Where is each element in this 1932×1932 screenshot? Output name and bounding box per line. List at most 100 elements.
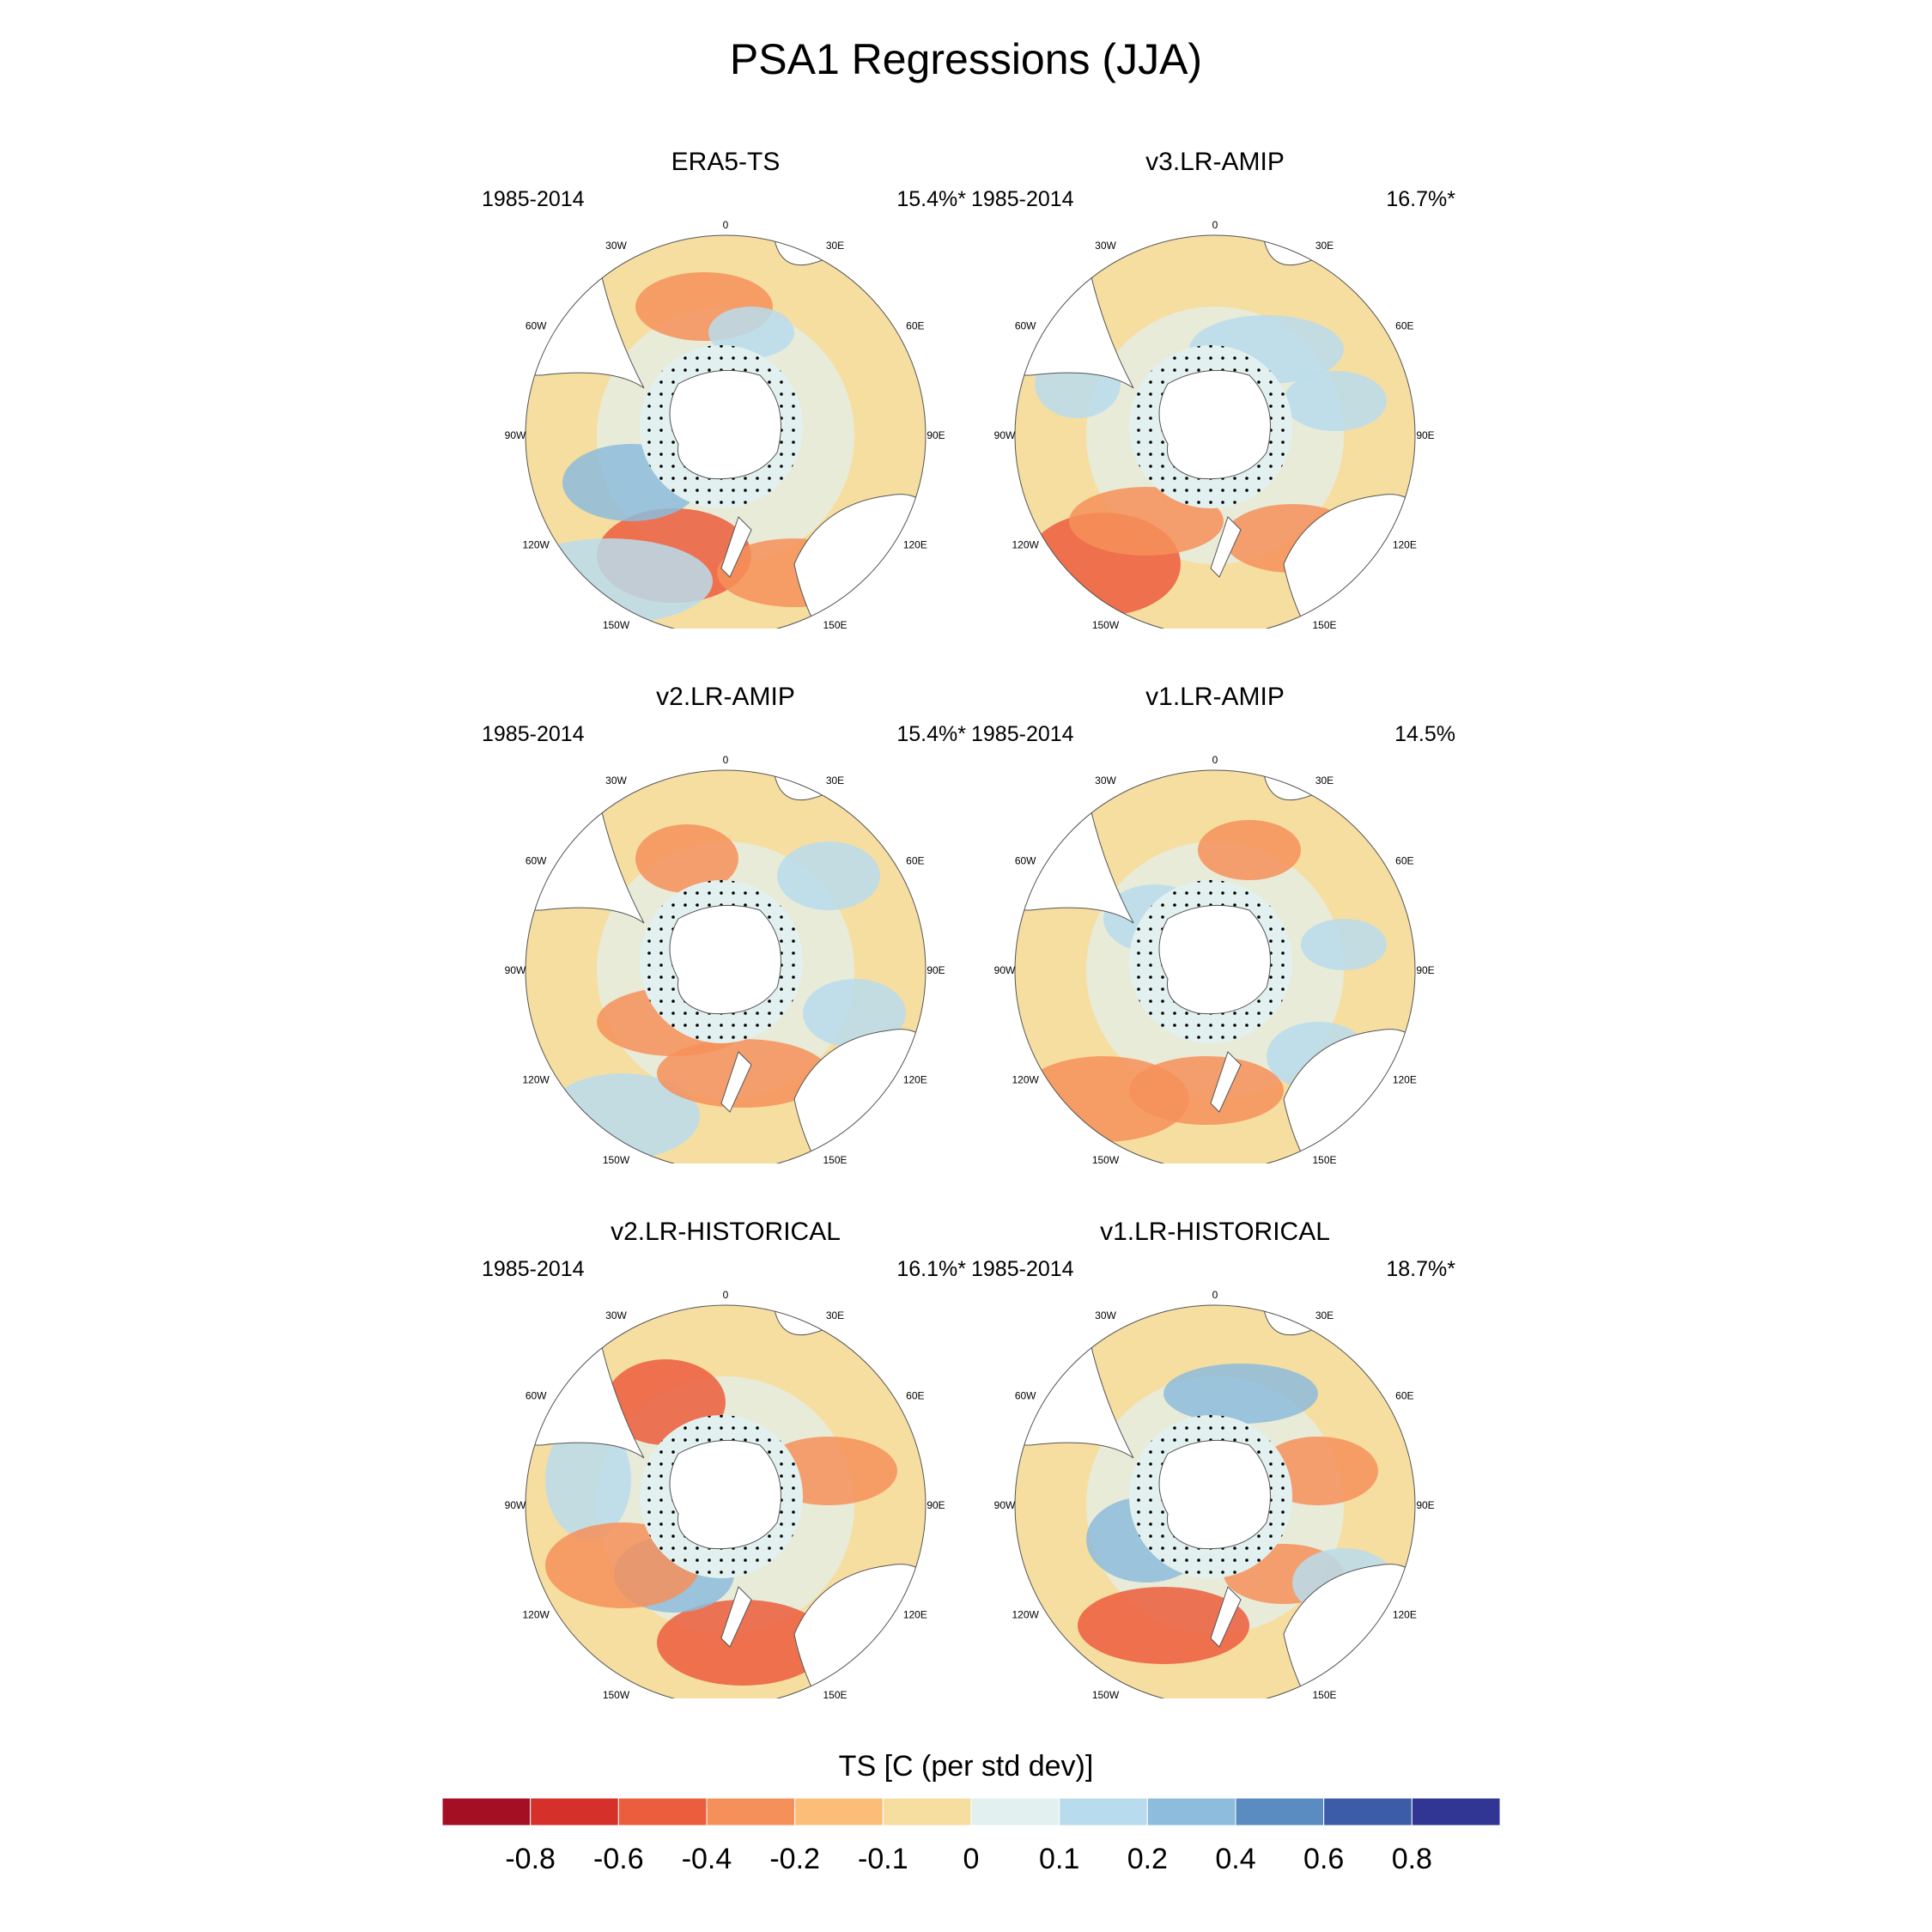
panel-title: ERA5-TS <box>671 148 781 176</box>
new-zealand-landmass <box>1210 516 1242 578</box>
antarctica-landmass <box>669 904 781 1015</box>
map-border <box>1014 1304 1416 1698</box>
longitude-label: 120E <box>1393 1609 1417 1621</box>
panel-period: 1985-2014 <box>971 1257 1074 1281</box>
map-border <box>525 1304 927 1698</box>
colorbar-tick-label: 0.2 <box>1127 1843 1168 1875</box>
colorbar-segment <box>882 1797 972 1826</box>
antarctica-landmass <box>1158 1439 1271 1550</box>
colorbar-tick-label: 0.4 <box>1215 1843 1255 1875</box>
colorbar-segment <box>794 1797 884 1826</box>
panel-title: v2.LR-AMIP <box>656 683 795 711</box>
anomaly-region <box>635 824 738 893</box>
anomaly-region <box>526 538 713 624</box>
anomaly-region <box>1163 1364 1318 1424</box>
longitude-label: 90E <box>1416 1499 1434 1511</box>
polar-map: 030E60E90E120E150E180150W120W90W60W30W <box>994 219 1435 629</box>
new-zealand-landmass <box>720 1586 752 1648</box>
colorbar-segment <box>530 1797 619 1826</box>
panel-period: 1985-2014 <box>971 722 1074 746</box>
longitude-label: 0 <box>723 1289 729 1301</box>
longitude-label: 60W <box>526 1390 547 1402</box>
longitude-label: 30W <box>605 1309 627 1321</box>
longitude-label: 90E <box>927 964 945 976</box>
longitude-label: 150E <box>1312 1154 1336 1163</box>
colorbar-segment <box>706 1797 796 1826</box>
colorbar-tick-label: 0.6 <box>1303 1843 1344 1875</box>
new-zealand-landmass <box>1210 1051 1242 1113</box>
panel-v2-lr-historical: v2.LR-HISTORICAL 1985-2014 16.1%* 0 30E 60… <box>451 1218 1000 1698</box>
panel-period: 1985-2014 <box>482 1257 585 1281</box>
colorbar-tick-label: 0.8 <box>1392 1843 1432 1875</box>
colorbar-tick-label: -0.2 <box>769 1843 820 1875</box>
panel-variance-pct: 15.4%* <box>896 187 966 211</box>
panel-period: 1985-2014 <box>482 722 585 746</box>
map-border <box>525 234 927 629</box>
longitude-label: 60E <box>1395 1390 1413 1402</box>
longitude-label: 60W <box>1015 1390 1036 1402</box>
longitude-label: 120E <box>903 539 927 551</box>
longitude-label: 150W <box>603 1154 630 1163</box>
longitude-label: 30E <box>826 775 844 787</box>
panel-title: v2.LR-HISTORICAL <box>611 1218 841 1246</box>
colorbar-segment <box>1323 1797 1413 1826</box>
panel-variance-pct: 18.7%* <box>1386 1257 1455 1281</box>
polar-map: 030E60E90E120E150E180150W120W90W60W30W <box>994 1289 1435 1698</box>
anomaly-region <box>803 979 906 1048</box>
longitude-label: 60E <box>906 1390 924 1402</box>
anomaly-region <box>1198 820 1301 880</box>
antarctica-landmass <box>669 1439 781 1550</box>
longitude-label: 120W <box>1012 1609 1039 1621</box>
polar-map: 030E60E90E120E150E180150W120W90W60W30W <box>505 1289 945 1698</box>
anomaly-region <box>708 307 794 358</box>
longitude-label: 150W <box>603 1689 630 1698</box>
longitude-label: 150E <box>823 1154 847 1163</box>
colorbar-tick-label: -0.8 <box>505 1843 556 1875</box>
longitude-label: 30E <box>1315 240 1334 252</box>
longitude-label: 60E <box>1395 855 1413 867</box>
colorbar-segment <box>441 1797 532 1826</box>
longitude-label: 90W <box>994 429 1016 441</box>
antarctica-landmass <box>669 369 781 480</box>
polar-map: 030E60E90E120E150E180150W120W90W60W30W <box>505 754 945 1163</box>
panel-title: v1.LR-HISTORICAL <box>1100 1218 1330 1246</box>
longitude-label: 60E <box>906 855 924 867</box>
longitude-label: 30W <box>605 240 627 252</box>
colorbar-segment <box>1059 1797 1148 1826</box>
new-zealand-landmass <box>720 516 752 578</box>
longitude-label: 60W <box>1015 855 1036 867</box>
longitude-label: 90E <box>927 1499 945 1511</box>
longitude-label: 30E <box>1315 775 1334 787</box>
panel-title: v3.LR-AMIP <box>1145 148 1285 176</box>
longitude-label: 150W <box>603 619 630 629</box>
longitude-label: 90E <box>927 429 945 441</box>
colorbar-segment <box>1146 1797 1236 1826</box>
longitude-label: 150E <box>823 1689 847 1698</box>
panel-variance-pct: 16.7%* <box>1386 187 1455 211</box>
longitude-label: 120E <box>1393 539 1417 551</box>
anomaly-region <box>1284 371 1387 431</box>
longitude-label: 30E <box>826 240 844 252</box>
map-border <box>1014 769 1416 1163</box>
new-zealand-landmass <box>1210 1586 1242 1648</box>
longitude-label: 150W <box>1092 1154 1120 1163</box>
longitude-label: 120E <box>903 1609 927 1621</box>
panel-period: 1985-2014 <box>971 187 1074 211</box>
longitude-label: 90E <box>1416 964 1434 976</box>
longitude-label: 120W <box>1012 1074 1039 1086</box>
anomaly-region <box>1301 919 1387 970</box>
longitude-label: 60W <box>526 320 547 332</box>
longitude-label: 60E <box>1395 320 1413 332</box>
antarctica-landmass <box>1158 904 1271 1015</box>
colorbar-title: TS [C (per std dev)] <box>838 1750 1094 1783</box>
longitude-label: 120W <box>522 1609 550 1621</box>
anomaly-region <box>657 1600 829 1686</box>
longitude-label: 0 <box>723 754 729 766</box>
panel-v2-lr-amip: v2.LR-AMIP 1985-2014 15.4%* 0 30E 60E 90E 12… <box>451 683 1000 1163</box>
longitude-label: 150W <box>1092 619 1120 629</box>
colorbar-segment <box>970 1797 1060 1826</box>
longitude-label: 60W <box>1015 320 1036 332</box>
polar-map: 030E60E90E120E150E180150W120W90W60W30W <box>505 219 945 629</box>
anomaly-region <box>777 841 880 910</box>
longitude-label: 90W <box>994 964 1016 976</box>
